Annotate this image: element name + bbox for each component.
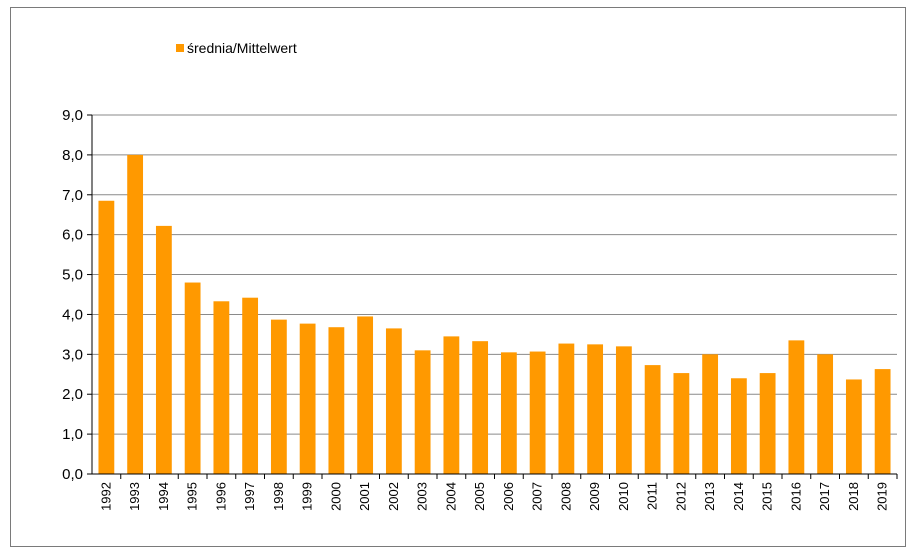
bar-2000 (328, 327, 345, 474)
bar-2006 (500, 352, 517, 474)
x-tick-label: 1999 (300, 482, 315, 511)
bar-2001 (357, 316, 374, 474)
bar-2008 (558, 343, 575, 474)
bar-2013 (702, 354, 719, 474)
y-tick-label: 1,0 (62, 426, 83, 443)
x-tick-label: 1998 (271, 482, 286, 511)
y-tick-label: 6,0 (62, 227, 83, 244)
bar-1992 (98, 200, 115, 474)
x-tick-label: 2019 (875, 482, 890, 511)
y-tick-label: 4,0 (62, 306, 83, 323)
x-tick-label: 2010 (616, 482, 631, 511)
bar-2003 (414, 350, 431, 474)
x-tick-label: 2006 (501, 482, 516, 511)
x-tick-label: 2018 (846, 482, 861, 511)
x-tick-label: 1993 (127, 482, 142, 511)
bar-2010 (615, 346, 632, 474)
bar-2015 (759, 373, 776, 474)
y-tick-labels: 0,0 1,0 2,0 3,0 4,0 5,0 6,0 7,0 8,0 9,0 (62, 107, 92, 483)
x-tick-label: 2013 (702, 482, 717, 511)
x-tick-label: 2005 (472, 482, 487, 511)
bar-1997 (242, 297, 259, 474)
y-tick-label: 3,0 (62, 346, 83, 363)
x-tick-label: 2012 (673, 482, 688, 511)
gridlines (92, 114, 897, 435)
axes (91, 115, 897, 475)
bar-2019 (874, 369, 891, 474)
bar-2005 (472, 341, 489, 474)
legend-swatch (176, 44, 184, 52)
x-tick-label: 2002 (386, 482, 401, 511)
x-tick-label: 1995 (185, 482, 200, 511)
bar-2018 (845, 379, 862, 474)
x-tick-label: 2014 (731, 482, 746, 511)
x-tick-label: 2001 (357, 482, 372, 511)
y-tick-label: 9,0 (62, 107, 83, 124)
x-tick-label: 1996 (213, 482, 228, 511)
bar-2014 (730, 378, 747, 474)
x-tick-label: 2011 (645, 482, 660, 510)
bar-2002 (385, 328, 402, 474)
x-tick-label: 2017 (817, 482, 832, 511)
bar-2004 (443, 336, 460, 474)
x-tick-label: 2003 (415, 482, 430, 511)
x-tick-label: 2008 (558, 482, 573, 511)
bars (98, 154, 891, 474)
bar-2011 (644, 365, 661, 474)
x-tick-label: 2000 (328, 482, 343, 511)
bar-1993 (127, 154, 144, 474)
y-tick-label: 8,0 (62, 147, 83, 164)
x-tick-label: 2016 (788, 482, 803, 511)
bar-2012 (673, 373, 690, 474)
y-tick-label: 2,0 (62, 386, 83, 403)
bar-1994 (155, 225, 172, 474)
x-tick-label: 1994 (156, 482, 171, 511)
bar-1996 (213, 301, 230, 474)
bar-1998 (270, 319, 287, 474)
bar-1995 (184, 282, 201, 474)
bar-2016 (788, 340, 805, 474)
bar-1999 (299, 323, 316, 474)
x-tick-label: 2004 (443, 482, 458, 511)
legend-label: średnia/Mittelwert (187, 40, 297, 56)
bar-2017 (817, 354, 834, 474)
bar-2009 (587, 344, 604, 474)
y-tick-label: 5,0 (62, 267, 83, 284)
y-tick-label: 0,0 (62, 466, 83, 483)
x-tick-label: 1992 (98, 482, 113, 511)
x-tick-label: 2007 (530, 482, 545, 511)
x-tick-label: 2015 (760, 482, 775, 511)
x-tick-label: 2009 (587, 482, 602, 511)
x-tick-label: 1997 (242, 482, 257, 511)
legend: średnia/Mittelwert (176, 40, 297, 56)
bar-2007 (529, 351, 546, 474)
y-tick-label: 7,0 (62, 187, 83, 204)
x-tick-labels: 1992 1993 1994 1995 1996 1997 1998 1999 2000 2001… (98, 474, 898, 511)
